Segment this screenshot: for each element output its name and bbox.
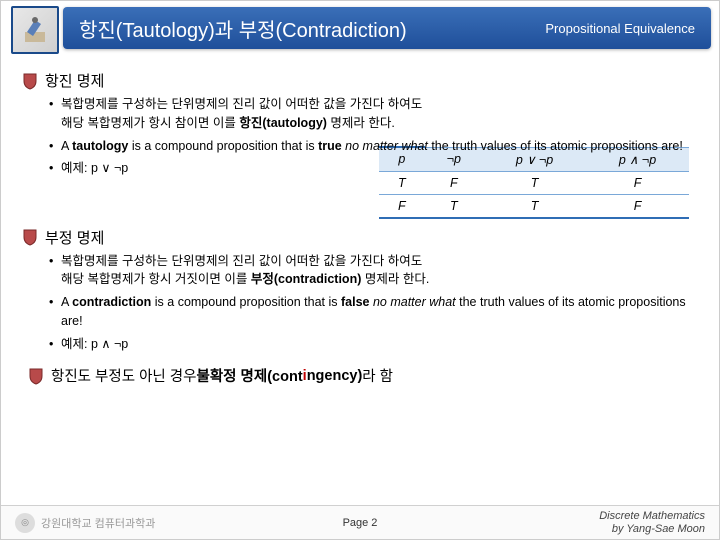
- footer-institution: 강원대학교 컴퓨터과학과: [41, 515, 155, 531]
- text: 복합명제를 구성하는 단위명제의 진리 값이 어떠한 값을 가진다 하여도: [61, 254, 422, 268]
- text-bold: 항진(tautology): [239, 116, 327, 130]
- text: 명제라 한다.: [327, 116, 395, 130]
- section1-title: 항진 명제: [45, 70, 104, 91]
- text: A: [61, 295, 72, 309]
- text: 해당 복합명제가 항시 거짓이면 이를: [61, 272, 251, 286]
- section1-bullets: 복합명제를 구성하는 단위명제의 진리 값이 어떠한 값을 가진다 하여도 해당…: [21, 95, 699, 178]
- footer-course: Discrete Mathematics: [599, 510, 705, 522]
- list-item: A contradiction is a compound propositio…: [49, 293, 699, 331]
- table-cell: F: [586, 194, 689, 218]
- table-cell: F: [379, 194, 425, 218]
- text: 명제라 한다.: [361, 272, 429, 286]
- section3: 항진도 부정도 아닌 경우 불확정 명제(contingency) 라 함: [21, 365, 699, 386]
- table-row: F T T F: [379, 194, 689, 218]
- text: the truth values of its atomic propositi…: [428, 139, 683, 153]
- university-logo-icon: ◎: [15, 513, 35, 533]
- page-number: Page 2: [343, 517, 378, 529]
- list-item: A tautology is a compound proposition th…: [49, 137, 699, 156]
- section2-bullets: 복합명제를 구성하는 단위명제의 진리 값이 어떠한 값을 가진다 하여도 해당…: [21, 252, 699, 354]
- table-cell: T: [425, 194, 483, 218]
- truth-table: p ¬p p ∨ ¬p p ∧ ¬p T F T F F T T F: [379, 146, 689, 219]
- bullet-crest-icon: [27, 367, 45, 385]
- text-bold: 불확정 명제(cont: [197, 365, 303, 386]
- text: 해당 복합명제가 항시 참이면 이를: [61, 116, 239, 130]
- text-italic: no matter what: [342, 139, 428, 153]
- footer-left: ◎ 강원대학교 컴퓨터과학과: [15, 513, 155, 533]
- text-italic: no matter what: [370, 295, 456, 309]
- footer-right: Discrete Mathematics by Yang-Sae Moon: [599, 510, 705, 534]
- list-item: 예제: p ∨ ¬p: [49, 159, 699, 178]
- text: 항진도 부정도 아닌 경우: [51, 365, 197, 386]
- slide-footer: ◎ 강원대학교 컴퓨터과학과 Page 2 Discrete Mathemati…: [1, 505, 719, 539]
- text: A: [61, 139, 72, 153]
- slide-header: 항진(Tautology)과 부정(Contradiction) Proposi…: [1, 1, 719, 56]
- slide-title: 항진(Tautology)과 부정(Contradiction): [79, 14, 407, 43]
- table-cell: T: [483, 194, 586, 218]
- footer-author: by Yang-Sae Moon: [599, 523, 705, 535]
- text: 예제: p ∧ ¬p: [61, 337, 128, 351]
- text-bold: tautology: [72, 139, 128, 153]
- text-bold: ngency): [307, 368, 363, 384]
- title-bar: 항진(Tautology)과 부정(Contradiction) Proposi…: [63, 7, 711, 49]
- section2-head: 부정 명제: [21, 227, 699, 248]
- text-bold: false: [341, 295, 370, 309]
- text: 복합명제를 구성하는 단위명제의 진리 값이 어떠한 값을 가진다 하여도: [61, 97, 422, 111]
- text: is a compound proposition that is: [151, 295, 341, 309]
- text: 라 함: [362, 365, 393, 386]
- section1-head: 항진 명제: [21, 70, 699, 91]
- list-item: 복합명제를 구성하는 단위명제의 진리 값이 어떠한 값을 가진다 하여도 해당…: [49, 95, 699, 133]
- header-writer-icon: [11, 6, 59, 54]
- list-item: 복합명제를 구성하는 단위명제의 진리 값이 어떠한 값을 가진다 하여도 해당…: [49, 252, 699, 290]
- text: is a compound proposition that is: [128, 139, 318, 153]
- text-bold: 부정(contradiction): [251, 272, 362, 286]
- slide-content: 항진 명제 복합명제를 구성하는 단위명제의 진리 값이 어떠한 값을 가진다 …: [1, 56, 719, 386]
- text-bold: true: [318, 139, 342, 153]
- text: 예제: p ∨ ¬p: [61, 161, 128, 175]
- bullet-crest-icon: [21, 72, 39, 90]
- list-item: 예제: p ∧ ¬p: [49, 335, 699, 354]
- text-bold: contradiction: [72, 295, 151, 309]
- bullet-crest-icon: [21, 228, 39, 246]
- slide-subtitle: Propositional Equivalence: [545, 21, 695, 36]
- section2-title: 부정 명제: [45, 227, 104, 248]
